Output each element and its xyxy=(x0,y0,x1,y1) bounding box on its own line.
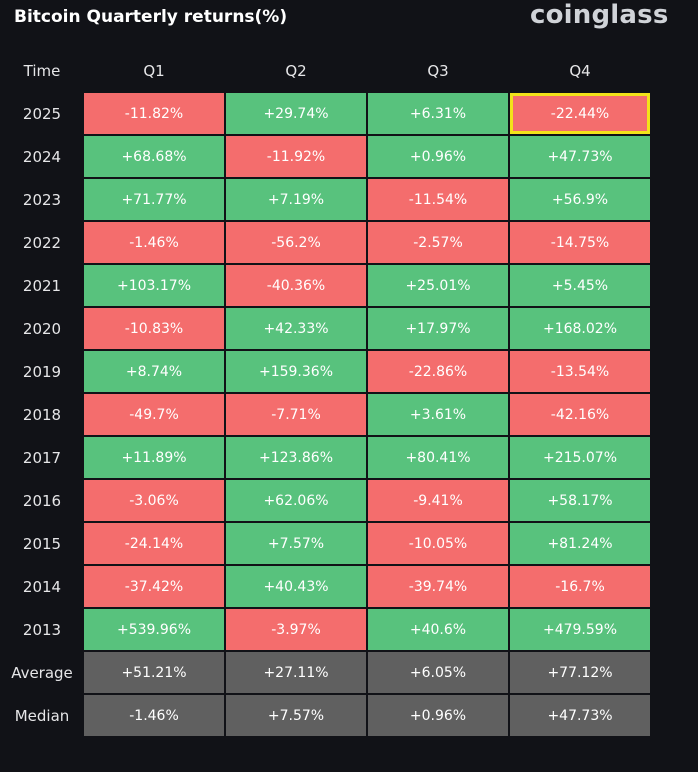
cell-2016-q3: -9.41% xyxy=(368,480,508,521)
cell-2019-q3: -22.86% xyxy=(368,351,508,392)
cell-2017-q1: +11.89% xyxy=(84,437,224,478)
cell-average-q1: +51.21% xyxy=(84,652,224,693)
cell-average-q3: +6.05% xyxy=(368,652,508,693)
cell-2018-q4: -42.16% xyxy=(510,394,650,435)
cell-2021-q4: +5.45% xyxy=(510,265,650,306)
cell-2014-q3: -39.74% xyxy=(368,566,508,607)
cell-2017-q4: +215.07% xyxy=(510,437,650,478)
cell-2014-q1: -37.42% xyxy=(84,566,224,607)
cell-2015-q3: -10.05% xyxy=(368,523,508,564)
row-label-2019: 2019 xyxy=(22,362,62,381)
cell-median-q2: +7.57% xyxy=(226,695,366,736)
cell-2013-q3: +40.6% xyxy=(368,609,508,650)
cell-2013-q2: -3.97% xyxy=(226,609,366,650)
cell-2016-q1: -3.06% xyxy=(84,480,224,521)
row-label-2018: 2018 xyxy=(22,405,62,424)
cell-2015-q4: +81.24% xyxy=(510,523,650,564)
row-label-2014: 2014 xyxy=(22,577,62,596)
row-label-median: Median xyxy=(14,706,70,725)
row-label-2017: 2017 xyxy=(22,448,62,467)
cell-2022-q4: -14.75% xyxy=(510,222,650,263)
cell-2020-q3: +17.97% xyxy=(368,308,508,349)
column-header-q3: Q3 xyxy=(427,62,449,80)
cell-2020-q2: +42.33% xyxy=(226,308,366,349)
cell-2023-q3: -11.54% xyxy=(368,179,508,220)
cell-2024-q3: +0.96% xyxy=(368,136,508,177)
cell-2024-q1: +68.68% xyxy=(84,136,224,177)
row-label-2021: 2021 xyxy=(22,276,62,295)
cell-2020-q4: +168.02% xyxy=(510,308,650,349)
row-label-2024: 2024 xyxy=(22,147,62,166)
cell-2018-q2: -7.71% xyxy=(226,394,366,435)
cell-average-q2: +27.11% xyxy=(226,652,366,693)
cell-2023-q4: +56.9% xyxy=(510,179,650,220)
chart-title: Bitcoin Quarterly returns(%) xyxy=(14,7,288,27)
cell-2019-q4: -13.54% xyxy=(510,351,650,392)
cell-2018-q1: -49.7% xyxy=(84,394,224,435)
cell-2021-q3: +25.01% xyxy=(368,265,508,306)
cell-2023-q2: +7.19% xyxy=(226,179,366,220)
row-label-2020: 2020 xyxy=(22,319,62,338)
row-label-2013: 2013 xyxy=(22,620,62,639)
cell-2024-q4: +47.73% xyxy=(510,136,650,177)
cell-2015-q1: -24.14% xyxy=(84,523,224,564)
cell-2023-q1: +71.77% xyxy=(84,179,224,220)
cell-2019-q1: +8.74% xyxy=(84,351,224,392)
cell-2025-q2: +29.74% xyxy=(226,93,366,134)
cell-2022-q1: -1.46% xyxy=(84,222,224,263)
cell-2014-q2: +40.43% xyxy=(226,566,366,607)
cell-median-q4: +47.73% xyxy=(510,695,650,736)
row-label-2023: 2023 xyxy=(22,190,62,209)
cell-2013-q1: +539.96% xyxy=(84,609,224,650)
row-label-average: Average xyxy=(11,663,73,682)
cell-median-q1: -1.46% xyxy=(84,695,224,736)
row-label-2025: 2025 xyxy=(22,104,62,123)
cell-2025-q4: -22.44% xyxy=(510,93,650,134)
cell-2024-q2: -11.92% xyxy=(226,136,366,177)
cell-2014-q4: -16.7% xyxy=(510,566,650,607)
cell-2017-q3: +80.41% xyxy=(368,437,508,478)
column-header-q4: Q4 xyxy=(569,62,591,80)
cell-2018-q3: +3.61% xyxy=(368,394,508,435)
cell-2020-q1: -10.83% xyxy=(84,308,224,349)
cell-2022-q2: -56.2% xyxy=(226,222,366,263)
cell-2013-q4: +479.59% xyxy=(510,609,650,650)
column-header-q1: Q1 xyxy=(143,62,165,80)
cell-2019-q2: +159.36% xyxy=(226,351,366,392)
row-label-2016: 2016 xyxy=(22,491,62,510)
cell-2025-q3: +6.31% xyxy=(368,93,508,134)
row-label-2022: 2022 xyxy=(22,233,62,252)
cell-2025-q1: -11.82% xyxy=(84,93,224,134)
coinglass-logo: coinglass xyxy=(530,0,669,30)
cell-2022-q3: -2.57% xyxy=(368,222,508,263)
cell-2016-q2: +62.06% xyxy=(226,480,366,521)
cell-2021-q2: -40.36% xyxy=(226,265,366,306)
cell-2017-q2: +123.86% xyxy=(226,437,366,478)
cell-2015-q2: +7.57% xyxy=(226,523,366,564)
cell-median-q3: +0.96% xyxy=(368,695,508,736)
cell-2021-q1: +103.17% xyxy=(84,265,224,306)
row-label-2015: 2015 xyxy=(22,534,62,553)
column-header-time: Time xyxy=(23,62,61,80)
cell-average-q4: +77.12% xyxy=(510,652,650,693)
cell-2016-q4: +58.17% xyxy=(510,480,650,521)
column-header-q2: Q2 xyxy=(285,62,307,80)
